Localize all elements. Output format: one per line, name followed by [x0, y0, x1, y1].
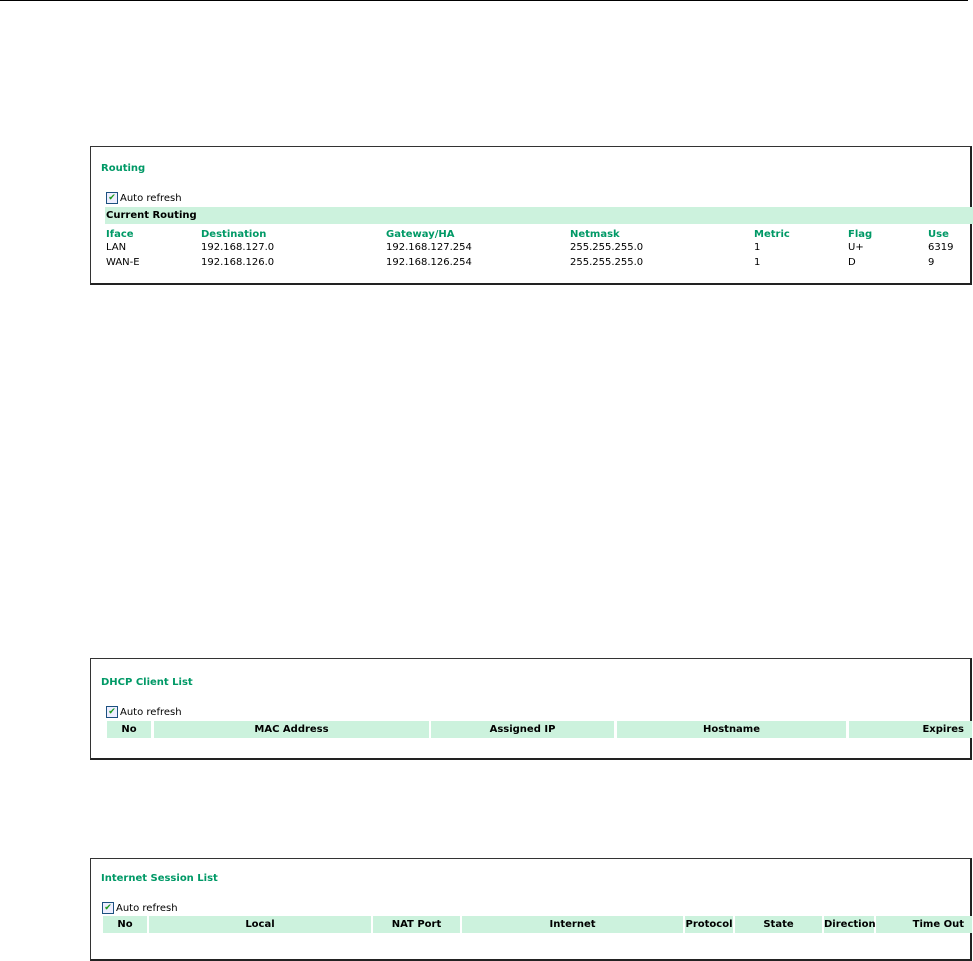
table-cell: 192.168.127.254: [386, 242, 472, 253]
table-cell: 192.168.126.0: [201, 257, 275, 268]
table-cell: LAN: [106, 242, 127, 253]
table-cell: D: [848, 257, 856, 268]
column-header: Direction: [824, 916, 876, 933]
table-cell: 9: [928, 257, 935, 268]
table-cell: 255.255.255.0: [570, 242, 644, 253]
column-header: State: [735, 916, 822, 933]
column-header: Netmask: [570, 229, 620, 240]
table-cell: 1: [754, 242, 761, 253]
column-header: No: [107, 721, 151, 738]
column-header: Iface: [106, 229, 134, 240]
table-cell: 255.255.255.0: [570, 257, 644, 268]
routing-title: Routing: [101, 163, 146, 174]
checkbox-checked-icon[interactable]: ✔: [106, 192, 118, 204]
dhcp-title: DHCP Client List: [101, 677, 193, 688]
column-header: Internet: [462, 916, 683, 933]
table-cell: U+: [848, 242, 864, 253]
sessions-auto-refresh[interactable]: ✔ Auto refresh: [102, 902, 178, 914]
column-header: Metric: [754, 229, 790, 240]
top-divider: [0, 0, 968, 1]
table-cell: 192.168.127.0: [201, 242, 275, 253]
column-header: NAT Port: [373, 916, 460, 933]
routing-panel: Routing ✔ Auto refresh Current Routing I…: [90, 146, 973, 285]
column-header: Local: [149, 916, 371, 933]
sessions-title: Internet Session List: [101, 873, 218, 884]
column-header: Time Out: [876, 916, 972, 933]
column-header: Destination: [201, 229, 267, 240]
table-cell: 192.168.126.254: [386, 257, 472, 268]
table-cell: WAN-E: [106, 257, 140, 268]
table-cell: 1: [754, 257, 761, 268]
column-header: Hostname: [617, 721, 846, 738]
dhcp-client-panel: DHCP Client List ✔ Auto refresh No MAC Ad…: [90, 658, 972, 760]
column-header: Assigned IP: [431, 721, 614, 738]
column-header: Gateway/HA: [386, 229, 455, 240]
current-routing-header: Current Routing: [105, 207, 973, 224]
column-header: Expires: [849, 721, 972, 738]
column-header: Flag: [848, 229, 873, 240]
column-header: Protocol: [685, 916, 733, 933]
routing-auto-refresh[interactable]: ✔ Auto refresh: [106, 192, 182, 204]
column-header: No: [103, 916, 147, 933]
column-header: Use: [928, 229, 949, 240]
checkbox-checked-icon[interactable]: ✔: [106, 706, 118, 718]
checkbox-checked-icon[interactable]: ✔: [102, 902, 114, 914]
dhcp-auto-refresh[interactable]: ✔ Auto refresh: [106, 706, 182, 718]
internet-session-panel: Internet Session List ✔ Auto refresh No L…: [90, 858, 972, 961]
column-header: MAC Address: [154, 721, 429, 738]
table-cell: 6319: [928, 242, 954, 253]
